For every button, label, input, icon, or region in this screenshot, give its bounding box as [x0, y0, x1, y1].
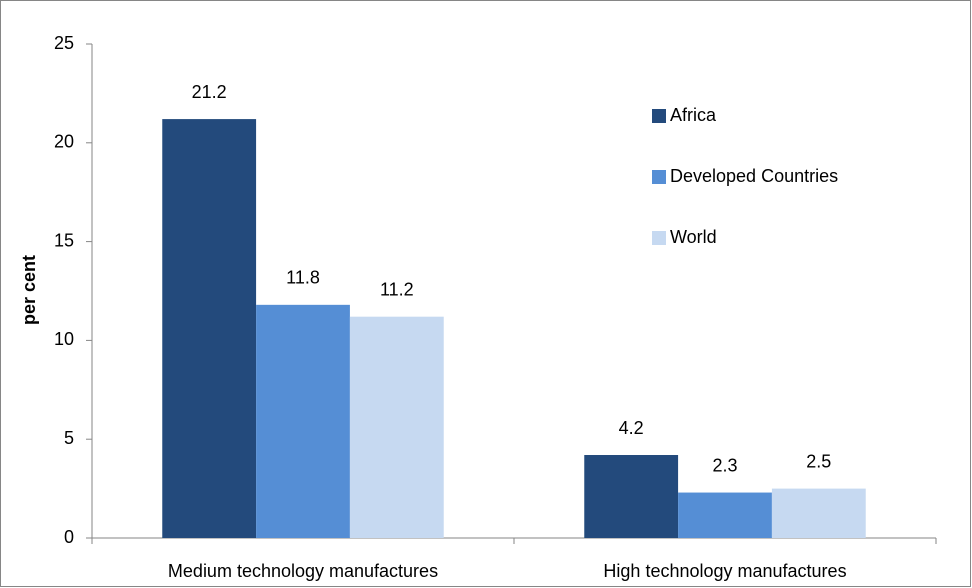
legend-swatch: [652, 109, 666, 123]
y-tick-label: 5: [64, 428, 74, 448]
bar: [584, 455, 679, 538]
legend-label: Africa: [670, 105, 717, 125]
bar: [256, 304, 350, 538]
data-label: 4.2: [619, 418, 644, 438]
y-tick-label: 15: [54, 230, 74, 250]
legend-label: World: [670, 227, 717, 247]
data-label: 2.3: [712, 455, 737, 475]
y-axis-label: per cent: [19, 255, 39, 325]
x-tick-label: High technology manufactures: [603, 561, 846, 581]
bar: [349, 316, 444, 538]
bar: [771, 488, 866, 538]
x-tick-label: Medium technology manufactures: [168, 561, 438, 581]
bar: [678, 492, 772, 538]
y-tick-label: 20: [54, 132, 74, 152]
data-label: 2.5: [806, 451, 831, 471]
legend-swatch: [652, 231, 666, 245]
bar: [162, 119, 257, 538]
y-tick-label: 10: [54, 329, 74, 349]
legend-label: Developed Countries: [670, 166, 838, 186]
y-tick-label: 0: [64, 527, 74, 547]
legend-swatch: [652, 170, 666, 184]
data-label: 11.2: [380, 279, 414, 299]
data-label: 11.8: [286, 268, 320, 288]
data-label: 21.2: [192, 82, 227, 102]
y-tick-label: 25: [54, 33, 74, 53]
